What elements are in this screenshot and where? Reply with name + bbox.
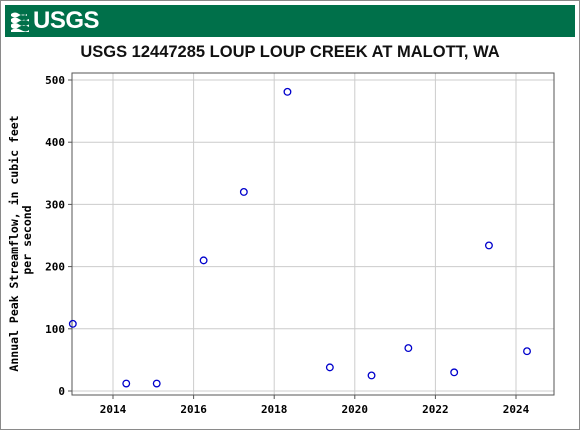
y-axis-label-line-1: Annual Peak Streamflow, in cubic feet [7,115,21,371]
data-point[interactable] [283,87,292,96]
chart-title: USGS 12447285 LOUP LOUP CREEK AT MALOTT,… [80,43,500,61]
data-point[interactable] [152,379,161,388]
data-point[interactable] [199,256,208,265]
grid-lines [72,73,554,395]
data-point[interactable] [404,344,413,353]
x-tick-label: 2018 [261,403,288,416]
usgs-wave-icon [11,12,29,32]
y-tick-label: 0 [58,385,65,398]
plot-border [71,72,555,396]
data-point[interactable] [450,368,459,377]
data-point[interactable] [523,347,531,356]
y-tick-label: 500 [45,74,65,87]
x-axis-ticks: 2014 2016 2018 2020 2022 2024 [100,395,530,416]
x-tick-label: 2022 [422,403,449,416]
data-point[interactable] [122,379,131,388]
data-point[interactable] [239,188,248,196]
y-axis-label: Annual Peak Streamflow, in cubic feet pe… [7,108,34,371]
x-tick-label: 2024 [503,403,530,416]
usgs-logo[interactable]: USGS [9,7,100,35]
y-tick-label: 300 [45,198,65,211]
usgs-logo-text: USGS [33,7,100,34]
y-tick-label: 100 [45,323,65,336]
data-points [68,87,531,388]
data-point[interactable] [325,363,334,372]
usgs-banner: USGS [5,5,575,37]
data-point[interactable] [367,371,376,380]
x-tick-label: 2020 [342,403,369,416]
y-tick-label: 400 [45,136,65,149]
y-axis-ticks: 0 100 200 300 400 500 [45,74,72,398]
y-axis-label-line-2: per second [20,205,34,274]
data-point[interactable] [484,241,493,250]
x-tick-label: 2014 [100,403,127,416]
x-tick-label: 2016 [180,403,207,416]
data-point[interactable] [68,319,77,328]
plot-area [72,73,554,395]
y-tick-label: 200 [45,261,65,274]
